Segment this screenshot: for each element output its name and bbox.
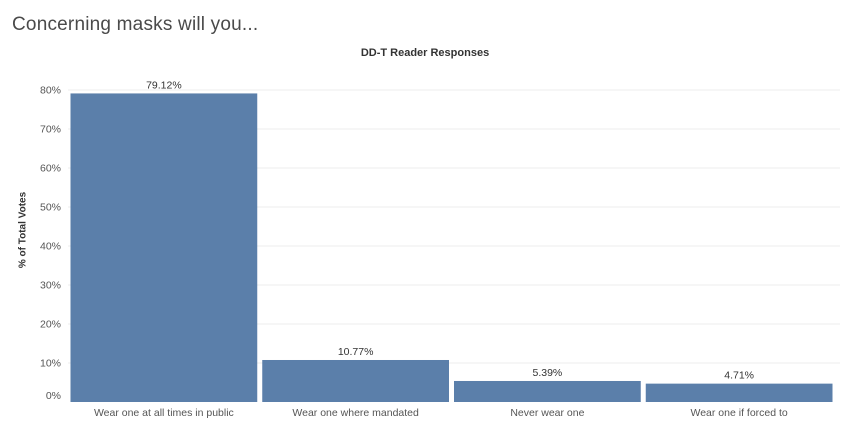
category-label: Wear one at all times in public — [94, 407, 234, 419]
y-tick-label: 50% — [40, 202, 61, 214]
data-label: 10.77% — [338, 346, 374, 358]
data-labels: 79.12% 10.77% 5.39% 4.71% — [146, 79, 754, 381]
bar — [262, 359, 449, 402]
chart-title: DD-T Reader Responses — [360, 47, 490, 59]
bar — [645, 383, 833, 402]
data-label: 4.71% — [724, 370, 754, 382]
bar — [454, 380, 641, 402]
y-tick-label: 10% — [40, 358, 61, 370]
y-tick-label: 30% — [40, 280, 61, 292]
category-label: Wear one where mandated — [292, 407, 419, 419]
page-title: Concerning masks will you... — [12, 14, 259, 35]
y-tick-label: 80% — [40, 85, 61, 97]
category-label: Wear one if forced to — [690, 407, 787, 419]
data-label: 79.12% — [146, 79, 182, 91]
y-tick-label: 60% — [40, 163, 61, 175]
y-axis-ticks: 0% 10% 20% 30% 40% 50% 60% 70% 80% — [40, 85, 61, 403]
y-tick-label: 70% — [40, 124, 61, 136]
y-tick-label: 0% — [46, 390, 61, 402]
bars — [70, 93, 833, 402]
bar — [70, 93, 258, 402]
category-label: Never wear one — [510, 407, 584, 419]
category-labels: Wear one at all times in public Wear one … — [94, 407, 788, 419]
y-tick-label: 40% — [40, 241, 61, 253]
data-label: 5.39% — [532, 367, 562, 379]
y-tick-label: 20% — [40, 319, 61, 331]
